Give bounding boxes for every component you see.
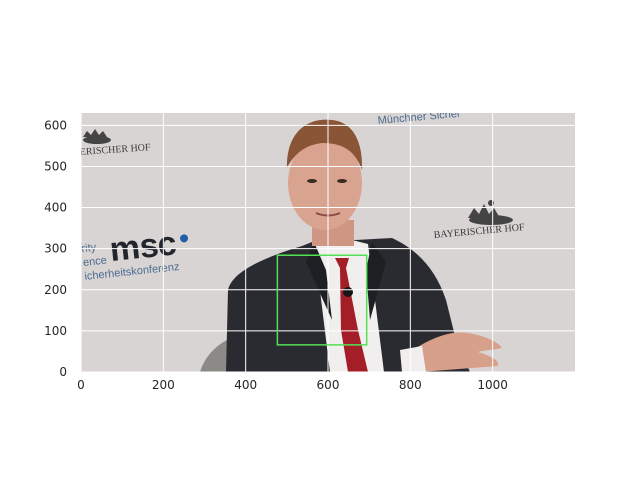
y-tick-label-0: 0: [59, 365, 67, 379]
face-detection-box: [276, 254, 368, 346]
msc-side-text-2: ence: [82, 255, 107, 269]
lapel-left: [306, 242, 332, 320]
y-tick-label-2: 200: [44, 283, 67, 297]
y-tick-label-1: 100: [44, 324, 67, 338]
grid: [80, 113, 575, 373]
logo-text-left: ERISCHER HOF: [79, 142, 151, 158]
y-tick-label-5: 500: [44, 159, 67, 173]
photo-image: ERISCHER HOF Münchner Sicher BAYERISCHER…: [79, 113, 575, 372]
y-tick-label-6: 600: [44, 118, 67, 132]
y-tick-label-4: 400: [44, 201, 67, 215]
lapel-right: [366, 242, 386, 320]
x-tick-label-4: 800: [399, 378, 422, 392]
bayerischer-hof-logo-left: ERISCHER HOF: [79, 129, 151, 158]
hair: [286, 119, 363, 170]
face: [288, 136, 362, 230]
x-tick-label-2: 400: [234, 378, 257, 392]
x-tick-label-3: 600: [317, 378, 340, 392]
msc-dot: [180, 234, 189, 243]
msc-letter-s: s: [138, 226, 161, 266]
microphone: [343, 287, 353, 297]
msc-letter-c: c: [156, 224, 179, 264]
x-tick-label-5: 1000: [477, 378, 508, 392]
y-axis: 0 100 200 300 400 500 600: [44, 118, 67, 379]
y-tick-label-3: 300: [44, 242, 67, 256]
annotations: [276, 254, 368, 346]
x-tick-label-1: 200: [152, 378, 175, 392]
tie: [335, 258, 368, 372]
hand: [410, 332, 502, 372]
x-tick-label-0: 0: [77, 378, 85, 392]
eye-left: [307, 179, 317, 183]
x-axis: 0 200 400 600 800 1000: [77, 378, 508, 392]
eye-right: [337, 179, 347, 183]
shirt-cuff: [400, 346, 426, 372]
